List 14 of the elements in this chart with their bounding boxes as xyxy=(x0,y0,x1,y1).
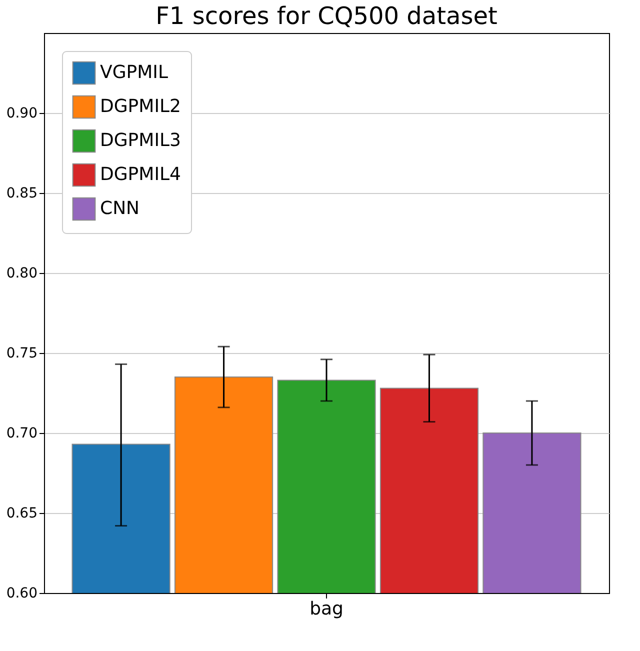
y-tick-label: 0.75 xyxy=(6,346,38,362)
legend-label: CNN xyxy=(100,198,140,219)
chart-title: F1 scores for CQ500 dataset xyxy=(156,2,498,30)
legend-label: VGPMIL xyxy=(100,62,168,83)
y-tick-label: 0.85 xyxy=(6,186,38,202)
y-tick-label: 0.60 xyxy=(6,586,38,602)
legend-label: DGPMIL4 xyxy=(100,164,181,185)
y-tick-label: 0.90 xyxy=(6,106,38,122)
legend-label: DGPMIL2 xyxy=(100,96,181,117)
legend-label: DGPMIL3 xyxy=(100,130,181,151)
x-tick-label: bag xyxy=(310,598,344,620)
y-tick-label: 0.70 xyxy=(6,426,38,442)
y-tick-label: 0.80 xyxy=(6,266,38,282)
y-tick-label: 0.65 xyxy=(6,506,38,522)
